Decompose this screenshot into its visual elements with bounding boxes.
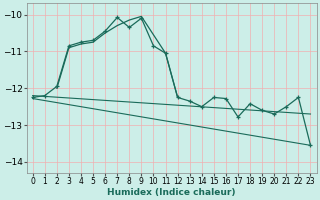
X-axis label: Humidex (Indice chaleur): Humidex (Indice chaleur) — [107, 188, 236, 197]
